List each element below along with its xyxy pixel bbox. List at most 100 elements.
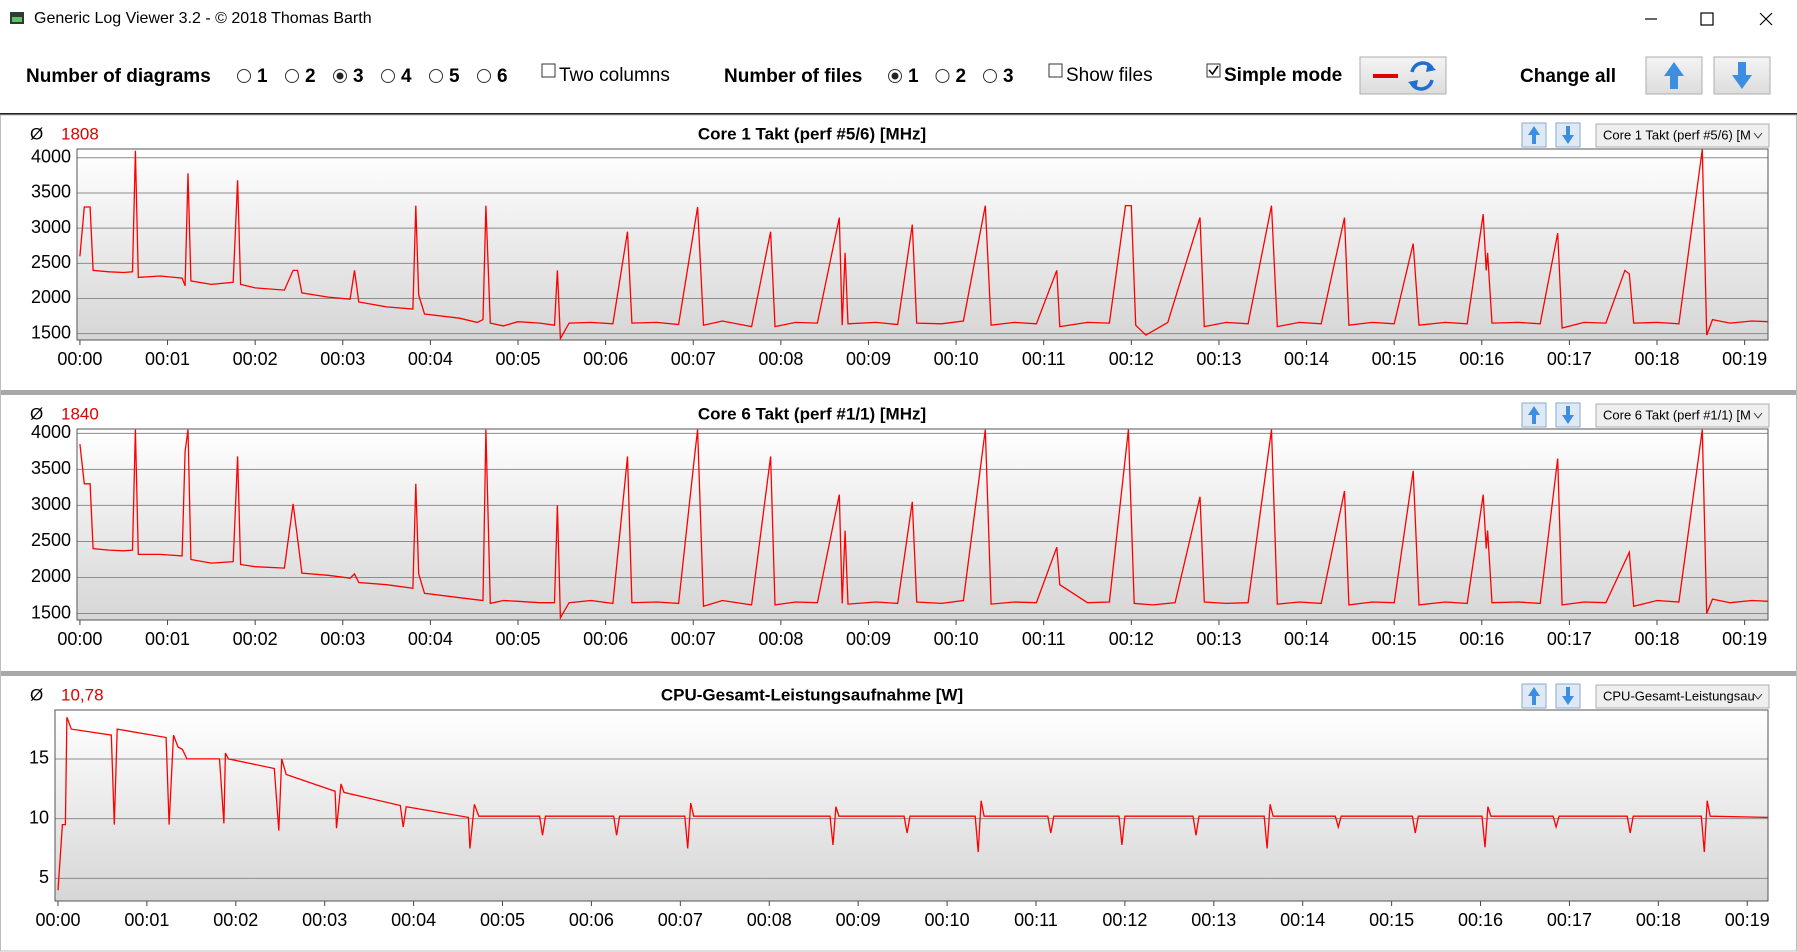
x-tick-label: 00:09 xyxy=(836,910,881,930)
radio-label: 2 xyxy=(956,66,967,87)
x-tick-label: 00:00 xyxy=(57,349,102,369)
radio-label: 3 xyxy=(1003,66,1014,87)
style-button[interactable] xyxy=(1359,56,1447,95)
plot-area xyxy=(55,710,1768,901)
y-tick-label: 4000 xyxy=(31,422,71,442)
x-tick-label: 00:14 xyxy=(1284,629,1329,649)
title-bar xyxy=(0,0,1797,39)
x-tick-label: 00:17 xyxy=(1547,910,1592,930)
radio-label: 6 xyxy=(497,66,508,87)
x-tick-label: 00:00 xyxy=(35,910,80,930)
x-tick-label: 00:13 xyxy=(1196,629,1241,649)
x-tick-label: 00:13 xyxy=(1196,349,1241,369)
y-tick-label: 4000 xyxy=(31,147,71,167)
x-tick-label: 00:19 xyxy=(1722,349,1767,369)
x-tick-label: 00:11 xyxy=(1022,629,1066,649)
x-tick-label: 00:07 xyxy=(671,349,716,369)
y-tick-label: 3500 xyxy=(31,458,71,478)
y-tick-label: 10 xyxy=(29,807,49,827)
files-label: Number of files xyxy=(724,66,862,87)
series-selector-text: CPU-Gesamt-Leistungsau xyxy=(1603,688,1755,703)
x-tick-label: 00:11 xyxy=(1022,349,1066,369)
dropdown-arrow xyxy=(1753,412,1763,419)
arrow-icon xyxy=(1528,687,1540,705)
radio-button[interactable] xyxy=(285,69,299,83)
average-value: 1840 xyxy=(61,404,99,423)
y-tick-label: 2000 xyxy=(31,566,71,586)
radio-button[interactable] xyxy=(429,69,443,83)
arrow-icon xyxy=(1562,687,1574,705)
x-tick-label: 00:09 xyxy=(846,349,891,369)
radio-label: 1 xyxy=(257,66,268,87)
radio-button[interactable] xyxy=(477,69,491,83)
x-tick-label: 00:12 xyxy=(1102,910,1147,930)
x-tick-label: 00:07 xyxy=(658,910,703,930)
arrow-icon xyxy=(1562,406,1574,424)
average-symbol: Ø xyxy=(30,685,43,704)
y-tick-label: 2500 xyxy=(31,252,71,272)
x-tick-label: 00:06 xyxy=(583,629,628,649)
x-tick-label: 00:16 xyxy=(1459,349,1504,369)
x-tick-label: 00:08 xyxy=(758,629,803,649)
x-tick-label: 00:04 xyxy=(408,629,453,649)
series-selector-text: Core 6 Takt (perf #1/1) [M xyxy=(1603,407,1751,422)
chart-title: CPU-Gesamt-Leistungsaufnahme [W] xyxy=(661,685,963,704)
y-tick-label: 5 xyxy=(39,867,49,887)
y-tick-label: 1500 xyxy=(31,322,71,342)
close-button[interactable] xyxy=(1759,12,1773,26)
checkbox[interactable] xyxy=(1048,63,1063,78)
x-tick-label: 00:10 xyxy=(934,629,979,649)
x-tick-label: 00:06 xyxy=(583,349,628,369)
maximize-button[interactable] xyxy=(1700,12,1714,26)
arrow-icon xyxy=(1528,406,1540,424)
data-line xyxy=(79,149,1768,340)
arrow-icon xyxy=(1528,126,1540,144)
series-selector[interactable] xyxy=(1595,684,1770,709)
x-tick-label: 00:15 xyxy=(1372,349,1417,369)
refresh-icon-arrows xyxy=(1408,62,1436,90)
window-title: Generic Log Viewer 3.2 - © 2018 Thomas B… xyxy=(34,10,372,27)
radio-label: 5 xyxy=(449,66,460,87)
average-value: 1808 xyxy=(61,124,99,143)
radio-label: 3 xyxy=(353,66,364,87)
y-tick-label: 3000 xyxy=(31,217,71,237)
dropdown-arrow xyxy=(1753,693,1763,700)
x-tick-label: 00:03 xyxy=(320,629,365,649)
x-tick-label: 00:02 xyxy=(233,629,278,649)
radio-button[interactable] xyxy=(935,69,950,83)
x-tick-label: 00:10 xyxy=(925,910,970,930)
radio-button[interactable] xyxy=(237,69,251,83)
panel-separator xyxy=(0,390,1797,395)
y-tick-label: 15 xyxy=(29,748,49,768)
checkbox-label: Simple mode xyxy=(1224,65,1342,86)
plot-border xyxy=(76,428,1769,621)
checkbox[interactable] xyxy=(541,63,556,78)
x-tick-label: 00:07 xyxy=(671,629,716,649)
x-tick-label: 00:02 xyxy=(213,910,258,930)
x-tick-label: 00:08 xyxy=(758,349,803,369)
radio-button[interactable] xyxy=(983,69,997,83)
up-arrow-icon xyxy=(1664,62,1684,89)
x-tick-label: 00:05 xyxy=(495,629,540,649)
x-tick-label: 00:05 xyxy=(480,910,525,930)
x-tick-label: 00:03 xyxy=(320,349,365,369)
data-line xyxy=(79,429,1768,620)
series-selector[interactable] xyxy=(1595,403,1770,428)
radio-label: 4 xyxy=(401,66,412,87)
radio-button[interactable] xyxy=(381,69,395,83)
x-tick-label: 00:18 xyxy=(1634,629,1679,649)
x-tick-label: 00:18 xyxy=(1634,349,1679,369)
radio-label: 2 xyxy=(305,66,316,87)
x-tick-label: 00:19 xyxy=(1722,629,1767,649)
x-tick-label: 00:00 xyxy=(57,629,102,649)
series-selector[interactable] xyxy=(1595,123,1770,148)
plot-border xyxy=(54,709,1769,902)
chart-title: Core 1 Takt (perf #5/6) [MHz] xyxy=(698,124,926,143)
x-tick-label: 00:12 xyxy=(1109,629,1154,649)
average-symbol: Ø xyxy=(30,404,43,423)
x-tick-label: 00:14 xyxy=(1284,349,1329,369)
dropdown-arrow xyxy=(1753,132,1763,139)
x-tick-label: 00:04 xyxy=(408,349,453,369)
x-tick-label: 00:10 xyxy=(934,349,979,369)
